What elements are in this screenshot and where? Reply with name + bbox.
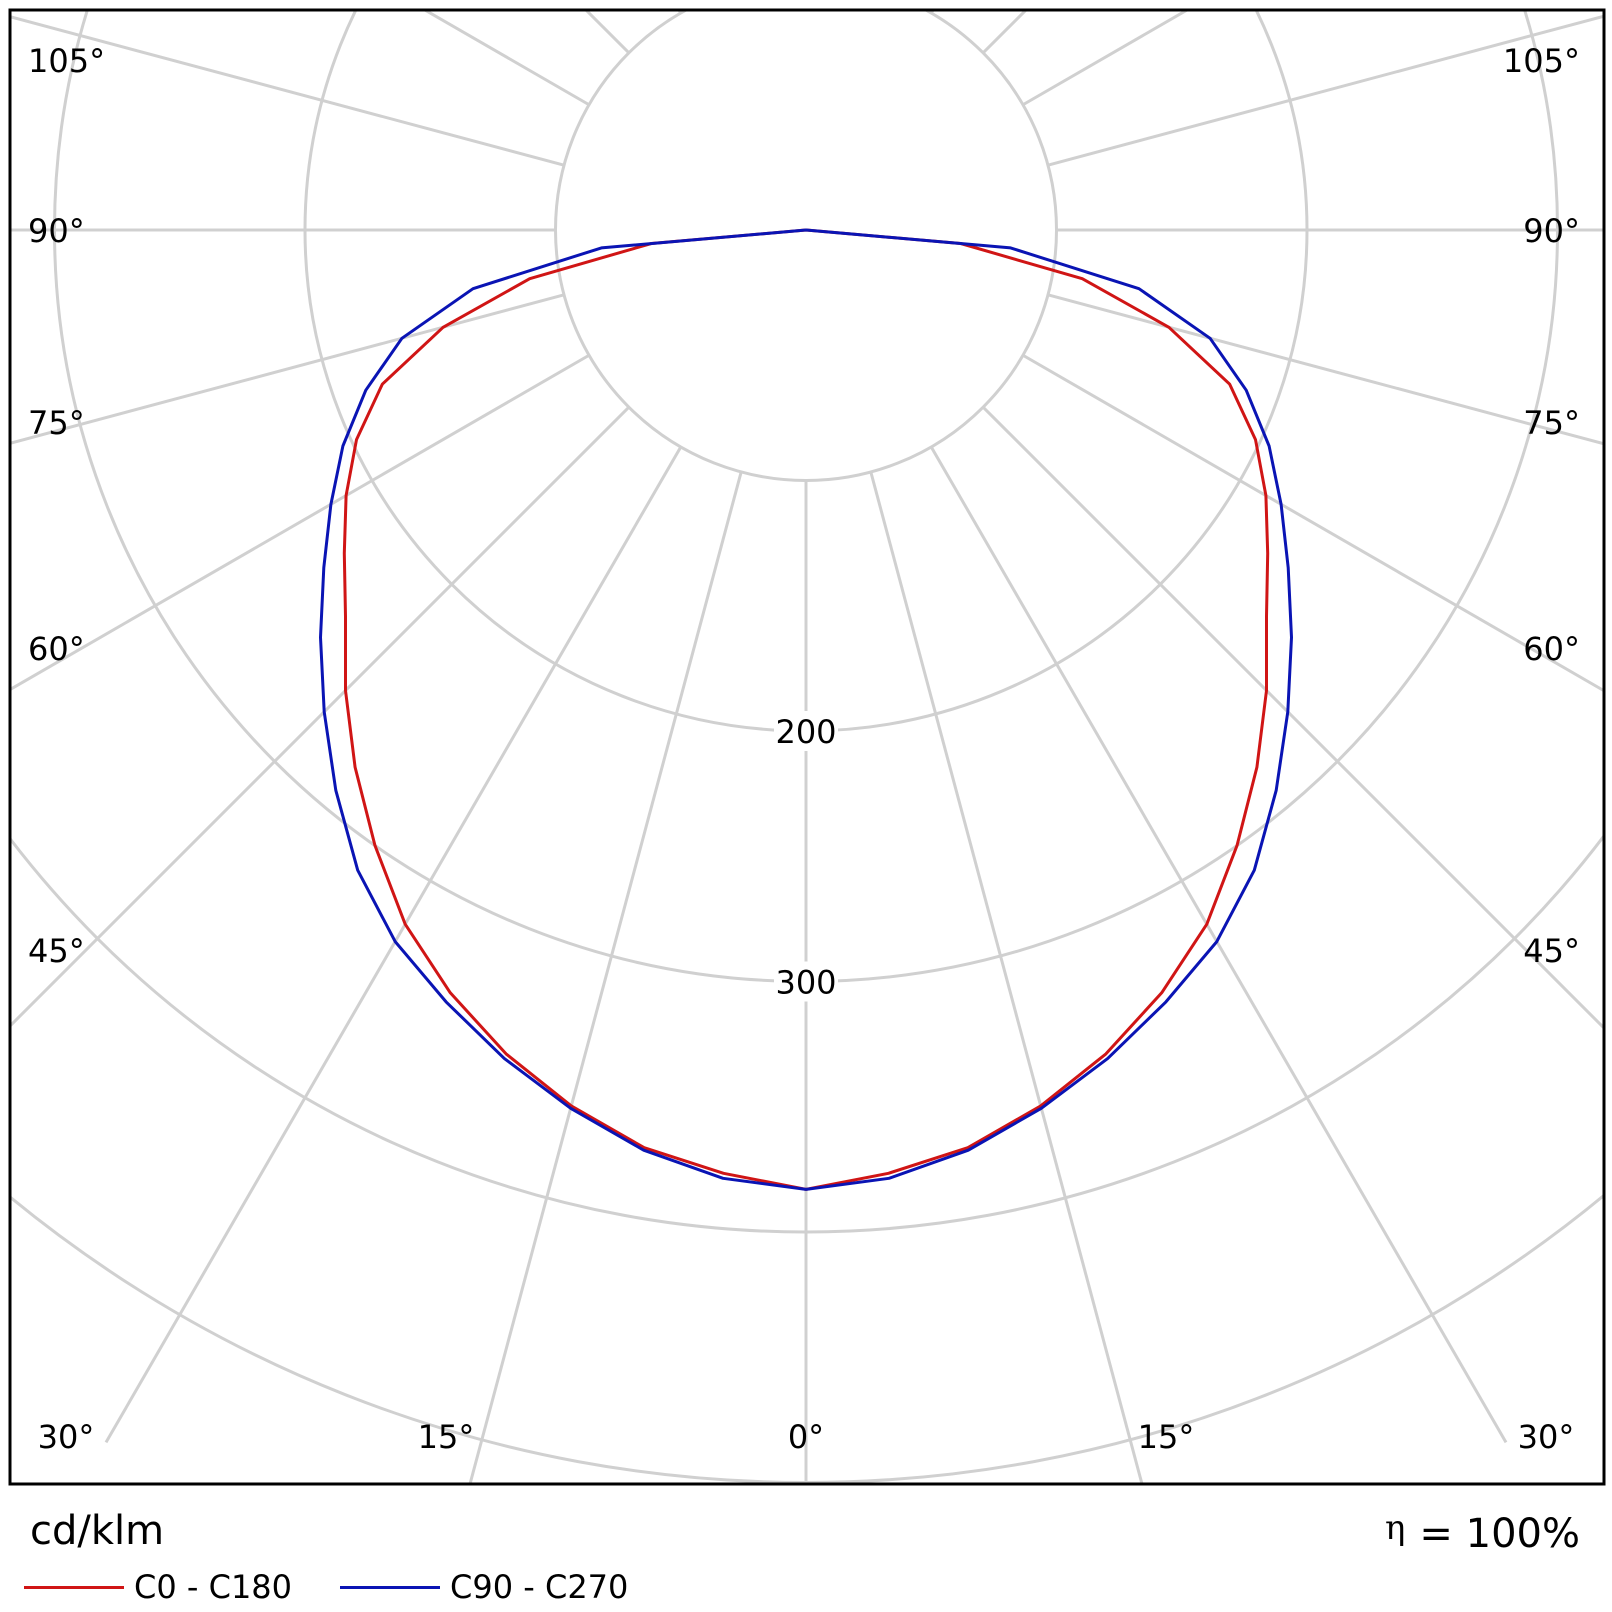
radial-label-200: 200 — [775, 713, 836, 751]
legend-swatch-c90-c270 — [340, 1585, 441, 1589]
polar-chart: 200 300 0° 15° 15° 30° 30° 45° 45° 60° 60° 75° 75° 90… — [8, 8, 1606, 1486]
angle-label-15-right: 15° — [1138, 1418, 1195, 1456]
angle-label-0: 0° — [788, 1418, 824, 1456]
efficiency-label: η = 100% — [1385, 1508, 1580, 1557]
angle-label-105-right: 105° — [1503, 42, 1580, 80]
grid-spoke-60 — [1022, 353, 1605, 694]
legend-label-c0-c180: C0 - C180 — [134, 1568, 293, 1606]
grid-spoke-30 — [929, 446, 1508, 1444]
labels: 200 300 0° 15° 15° 30° 30° 45° 45° 60° 60° 75° 75° 90… — [28, 42, 1580, 1456]
eta-symbol: η — [1385, 1508, 1406, 1548]
legend-item-c90-c270: C90 - C270 — [340, 1568, 628, 1606]
angle-label-45-right: 45° — [1523, 932, 1580, 970]
angle-label-105-left: 105° — [28, 42, 105, 80]
angle-label-60-left: 60° — [28, 630, 85, 668]
angle-label-90-left: 90° — [28, 212, 85, 250]
series-curve-c90-c270 — [319, 228, 1293, 1191]
angle-label-30-right: 30° — [1518, 1418, 1575, 1456]
plot-frame — [8, 8, 1606, 1486]
polar-grid — [11, 11, 1605, 1483]
grid-spoke-300 — [11, 353, 590, 691]
angle-label-60-right: 60° — [1523, 630, 1580, 668]
grid-ring-100 — [554, 11, 1058, 482]
unit-label: cd/klm — [30, 1508, 165, 1554]
grid-spoke-15 — [869, 471, 1144, 1483]
angle-label-75-right: 75° — [1523, 404, 1580, 442]
grid-spoke-45 — [982, 406, 1605, 1032]
angle-label-90-right: 90° — [1523, 212, 1580, 250]
grid-spoke-255 — [11, 15, 565, 167]
grid-spoke-315 — [11, 406, 630, 1028]
angle-label-45-left: 45° — [28, 932, 85, 970]
legend-item-c0-c180: C0 - C180 — [24, 1568, 292, 1606]
efficiency-value: = 100% — [1419, 1511, 1580, 1557]
radial-label-bg-200 — [774, 711, 838, 751]
radial-label-300: 300 — [775, 964, 836, 1002]
grid-spoke-330 — [104, 446, 683, 1444]
legend-label-c90-c270: C90 - C270 — [450, 1568, 629, 1606]
legend: C0 - C180 C90 - C270 — [24, 1568, 676, 1606]
legend-area: cd/klm η = 100% C0 - C180 C90 - C270 — [0, 1486, 1612, 1612]
grid-spoke-285 — [11, 293, 565, 445]
legend-swatch-c0-c180 — [24, 1585, 124, 1589]
curves — [319, 228, 1293, 1191]
radial-label-bg-300 — [774, 961, 838, 1002]
angle-label-15-left: 15° — [418, 1418, 475, 1456]
angle-label-30-left: 30° — [38, 1418, 95, 1456]
angle-label-75-left: 75° — [28, 404, 85, 442]
grid-spoke-345 — [468, 471, 743, 1483]
